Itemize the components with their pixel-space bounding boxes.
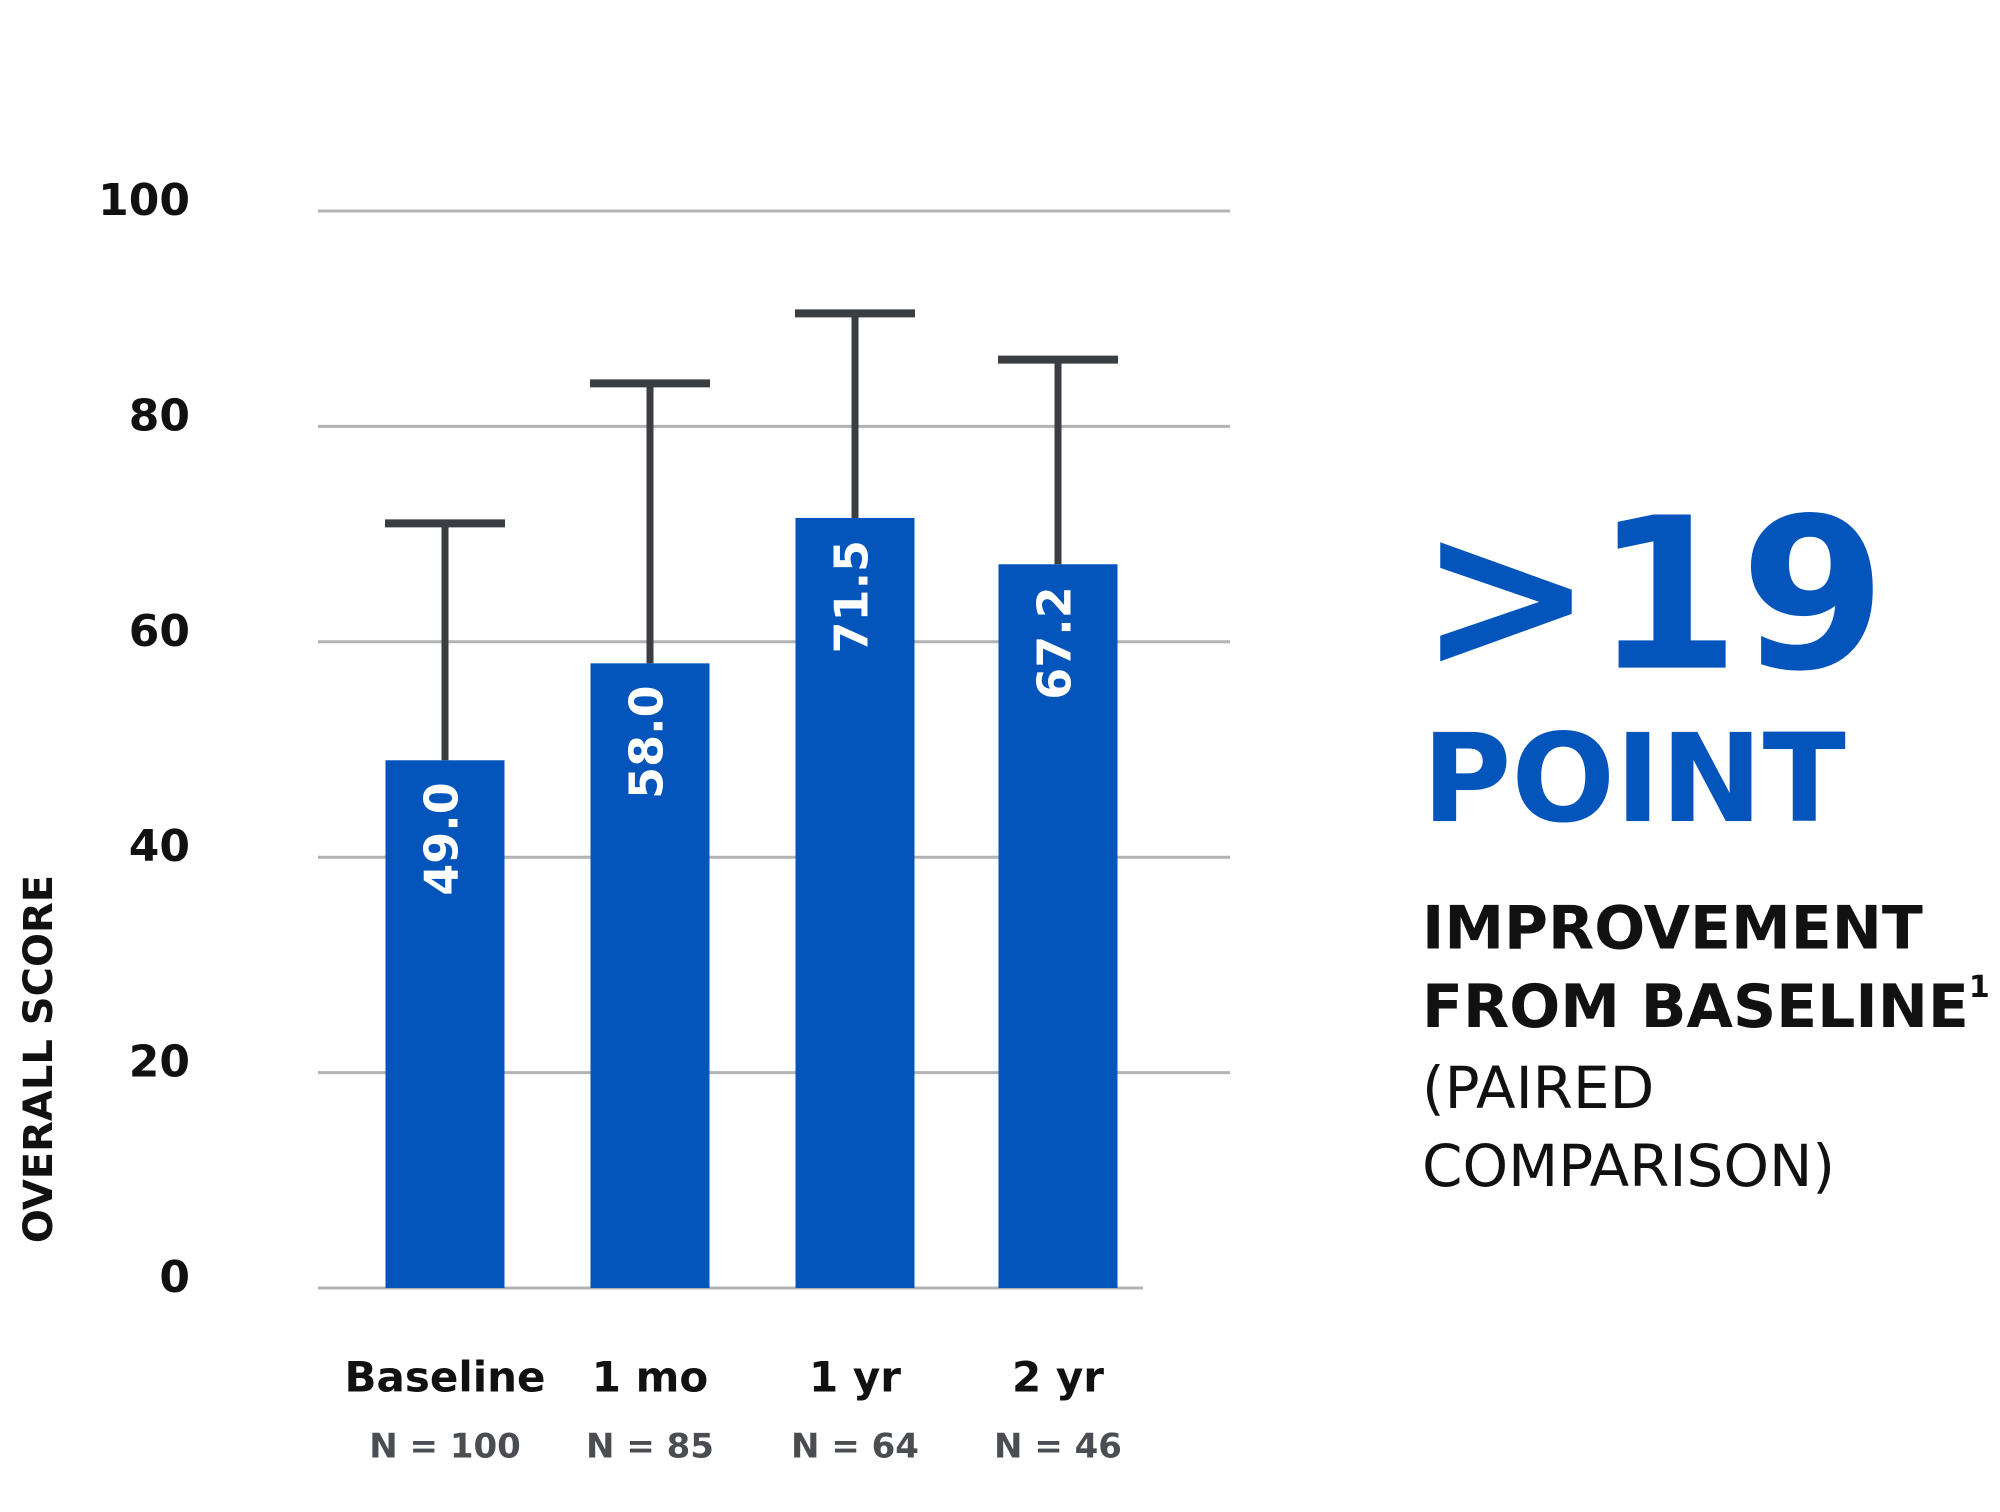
- y-tick-label: 40: [129, 821, 190, 872]
- sample-size: N = 64: [791, 1427, 919, 1467]
- y-tick-label: 0: [159, 1252, 190, 1303]
- bar: [590, 663, 710, 1288]
- callout: >19 POINT IMPROVEMENT FROM BASELINE1 (PA…: [1418, 473, 1990, 1201]
- bar: [998, 564, 1118, 1288]
- x-tick-label: Baseline: [344, 1353, 545, 1402]
- callout-headline: >19: [1418, 473, 1886, 718]
- y-tick-label: 60: [129, 606, 190, 657]
- callout-line: (PAIRED: [1422, 1054, 1654, 1122]
- x-tick-label: 1 mo: [592, 1353, 708, 1402]
- y-axis-title: OVERALL SCORE: [16, 875, 62, 1243]
- callout-line: IMPROVEMENT: [1422, 894, 1923, 964]
- callout-unit: POINT: [1422, 708, 1846, 850]
- y-tick-label: 100: [98, 175, 190, 226]
- bar: [795, 517, 915, 1288]
- callout-line: FROM BASELINE1: [1422, 970, 1990, 1042]
- bar: [385, 760, 505, 1288]
- sample-size: N = 85: [586, 1427, 714, 1467]
- footnote: 1: [1969, 970, 1990, 1005]
- value-label: 49.0: [415, 782, 469, 896]
- value-label: 67.2: [1028, 586, 1082, 700]
- callout-text: FROM BASELINE: [1422, 972, 1969, 1042]
- x-tick-label: 1 yr: [809, 1353, 901, 1402]
- callout-line: COMPARISON): [1422, 1132, 1835, 1200]
- sample-size: N = 46: [994, 1427, 1122, 1467]
- value-label: 71.5: [825, 540, 879, 654]
- y-tick-label: 80: [129, 390, 190, 441]
- value-label: 58.0: [620, 685, 674, 799]
- sample-size: N = 100: [369, 1427, 521, 1467]
- x-tick-label: 2 yr: [1012, 1353, 1104, 1402]
- y-tick-label: 20: [129, 1037, 190, 1088]
